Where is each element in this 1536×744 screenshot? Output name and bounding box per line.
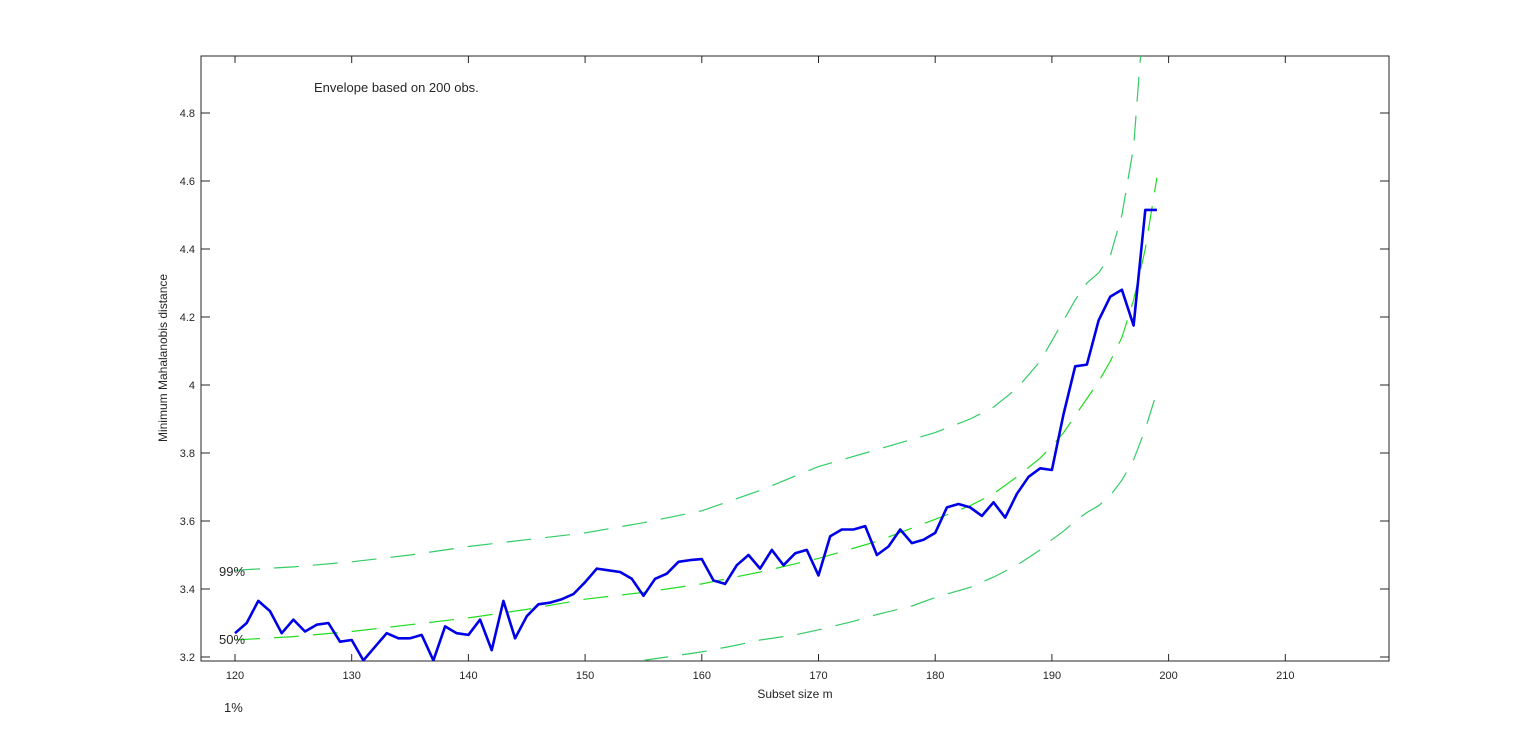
1-envelope-line [643,391,1158,661]
plot-frame [200,55,1390,662]
y-tick-label: 3.8 [180,448,195,460]
y-tick-label: 4.6 [180,176,195,188]
99-envelope-line [234,56,1142,571]
y-tick-label: 3.6 [180,516,195,528]
series-layer [234,56,1158,661]
50-envelope-line [234,177,1158,641]
x-tick-label: 120 [226,670,244,682]
x-tick-label: 210 [1276,670,1294,682]
envelope-label-50: 50% [219,632,245,647]
x-axis: 120 130 140 150 160 170 180 190 200 210 [226,56,1294,682]
minimum-mahalanobis-distance-line [234,208,1157,661]
x-tick-label: 170 [809,670,827,682]
y-tick-label: 3.4 [180,584,195,596]
x-tick-label: 150 [576,670,594,682]
envelope-labels: 99% 50% 1% [219,564,245,715]
envelope-label-99: 99% [219,564,245,579]
x-tick-label: 180 [926,670,944,682]
x-axis-label: Subset size m [757,687,832,701]
y-axis-label: Minimum Mahalanobis distance [156,274,170,442]
y-tick-label: 4.4 [180,244,195,256]
envelope-label-1: 1% [224,700,243,715]
plot-area: 120 130 140 150 160 170 180 190 200 210 3.2 3.4 3.6… [180,55,1390,682]
y-axis: 3.2 3.4 3.6 3.8 4 4.2 4.4 4.6 4.8 [180,108,1389,664]
x-tick-label: 140 [459,670,477,682]
y-tick-label: 3.2 [180,652,195,664]
x-tick-label: 130 [343,670,361,682]
y-tick-label: 4.8 [180,108,195,120]
x-tick-label: 160 [693,670,711,682]
y-tick-label: 4 [189,380,195,392]
y-tick-label: 4.2 [180,312,195,324]
envelope-annotation: Envelope based on 200 obs. [314,80,479,95]
x-tick-label: 200 [1159,670,1177,682]
x-tick-label: 190 [1043,670,1061,682]
